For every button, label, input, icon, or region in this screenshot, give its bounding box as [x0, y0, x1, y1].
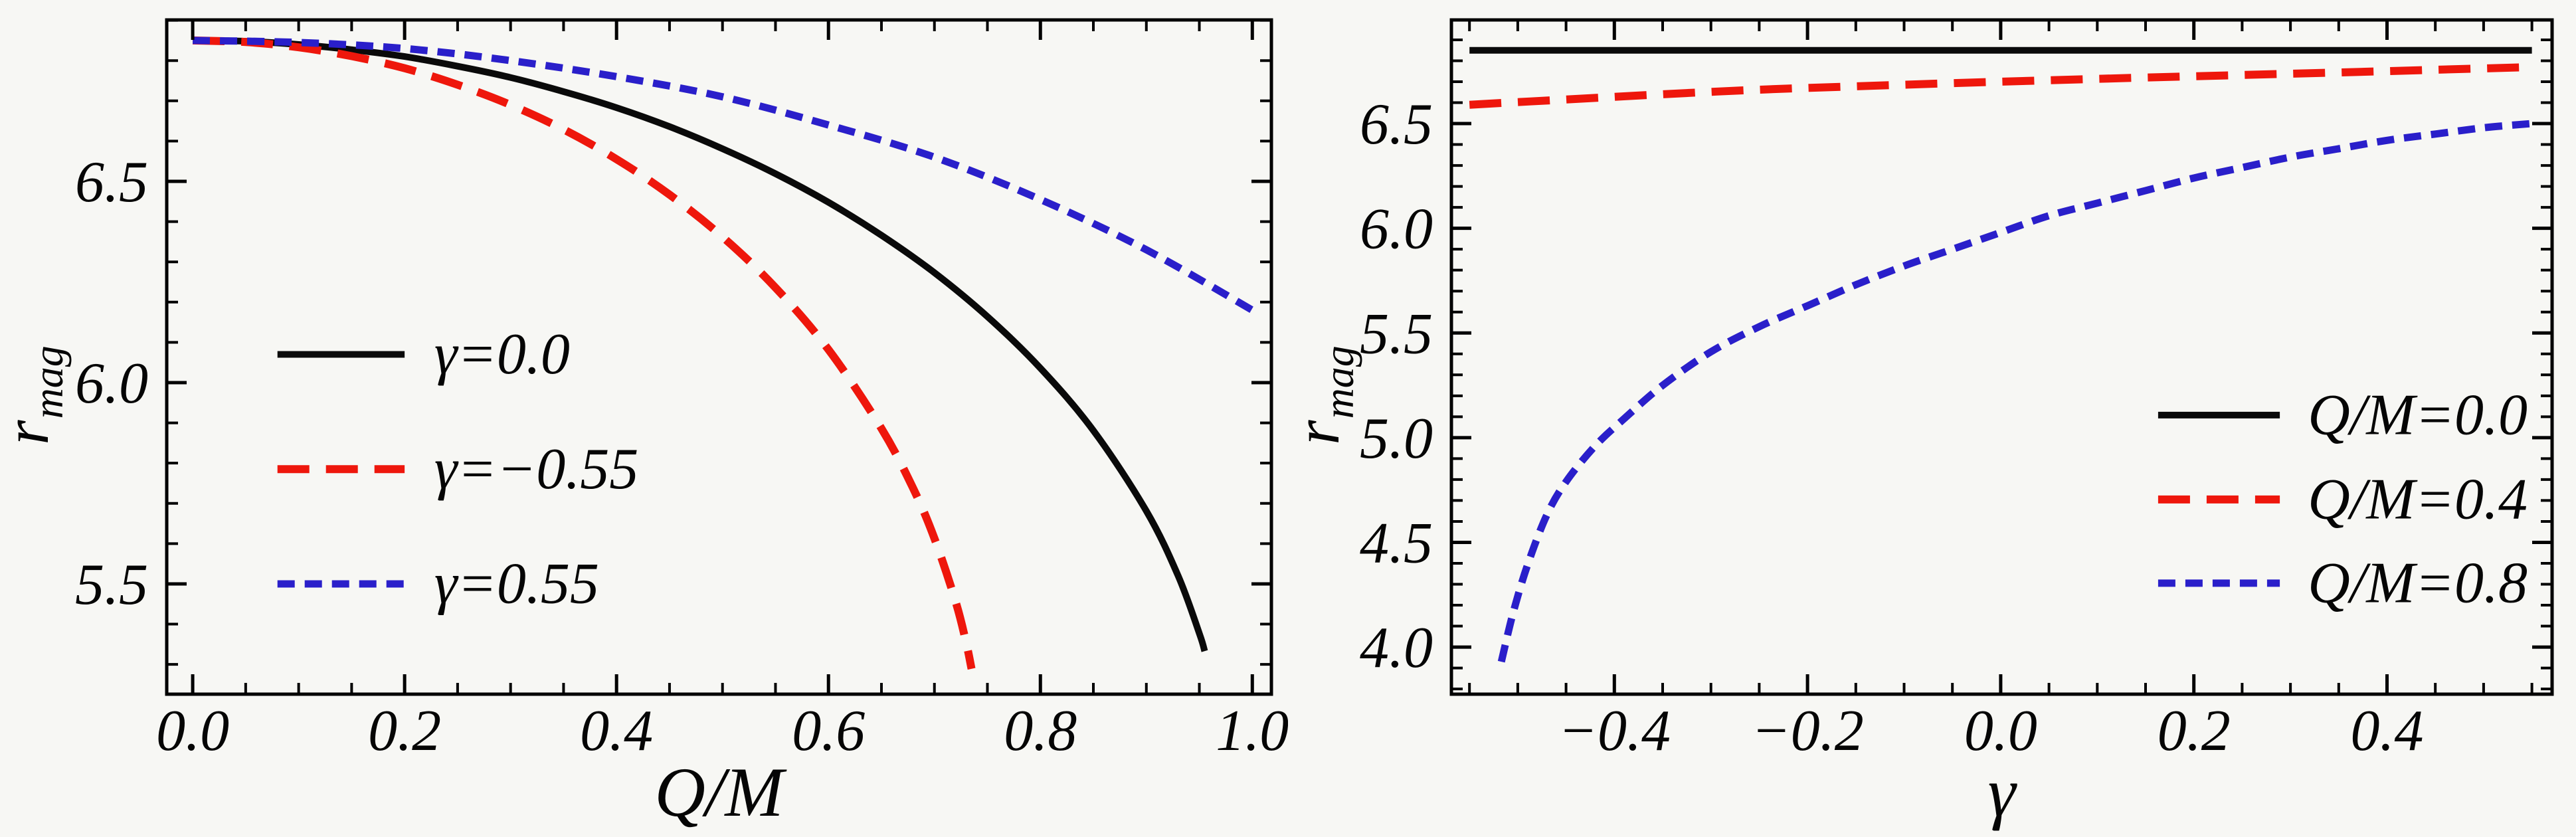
- plot-frame: [165, 18, 1273, 696]
- x-tick-label: 0.4: [580, 699, 653, 763]
- x-tick-label: 0.4: [2351, 699, 2424, 763]
- curves-group: [1469, 46, 2533, 663]
- ticks-group: [1451, 20, 2552, 694]
- x-tick-label: 0.0: [156, 699, 229, 763]
- x-tick-label: 0.0: [1964, 699, 2037, 763]
- curve-gamma-minus-0.55: [192, 36, 976, 670]
- tick-labels-group: −0.4 −0.2 0.0 0.2 0.4 4.0 4.5 5.0 5.5 6.0 6.5: [1360, 92, 2424, 763]
- right-plot: −0.4 −0.2 0.0 0.2 0.4 4.0 4.5 5.0 5.5 6.0 6.5 γ rmag…: [1288, 18, 2554, 831]
- legend-label-q-over-m-0.0: Q/M=0.0: [2308, 383, 2528, 447]
- x-tick-label: 0.8: [1004, 699, 1077, 763]
- x-tick-label: −0.2: [1751, 699, 1863, 763]
- y-axis-label: rmag: [0, 345, 72, 445]
- tick-labels-group: 0.0 0.2 0.4 0.6 0.8 1.0 5.5 6.0 6.5: [75, 150, 1288, 763]
- y-tick-label: 5.5: [75, 553, 148, 617]
- curve-q-over-m-0.4: [1469, 62, 2532, 109]
- legend-label-gamma-0.55: γ=0.55: [434, 551, 599, 616]
- curves-group: [192, 36, 1255, 670]
- x-tick-label: 0.6: [792, 699, 865, 763]
- y-tick-label: 4.0: [1360, 616, 1433, 680]
- x-tick-label: 0.2: [2158, 699, 2231, 763]
- legend-label-gamma-minus-0.55: γ=−0.55: [434, 437, 638, 502]
- curve-q-over-m-0.8: [1497, 120, 2533, 663]
- plot-frame: [1449, 18, 2554, 696]
- y-tick-label: 6.5: [1360, 92, 1433, 157]
- x-tick-label: −0.4: [1558, 699, 1671, 763]
- y-tick-label: 4.5: [1360, 511, 1433, 575]
- legend-label-q-over-m-0.8: Q/M=0.8: [2308, 551, 2528, 615]
- y-tick-label: 5.5: [1360, 302, 1433, 366]
- legend-label-q-over-m-0.4: Q/M=0.4: [2308, 467, 2528, 531]
- x-axis-label: Q/M: [654, 753, 787, 831]
- y-tick-label: 6.5: [75, 150, 148, 215]
- legend: Q/M=0.0 Q/M=0.4 Q/M=0.8: [2158, 383, 2528, 615]
- y-tick-label: 6.0: [75, 351, 148, 416]
- curve-gamma-0.55: [192, 37, 1255, 314]
- x-axis-label: γ: [1988, 753, 2018, 831]
- legend-label-gamma-0.0: γ=0.0: [434, 322, 570, 387]
- x-tick-label: 1.0: [1216, 699, 1288, 763]
- left-plot: 0.00.20.40.60.81.05.56.06.5Q/Mrmagγ=0.0γ…: [0, 18, 1288, 831]
- x-tick-label: 0.2: [368, 699, 441, 763]
- y-tick-label: 6.0: [1360, 197, 1433, 262]
- y-axis-label: rmag: [1288, 345, 1362, 445]
- curve-gamma-0.0: [193, 37, 1208, 652]
- ticks-group: [167, 19, 1271, 694]
- y-tick-label: 5.0: [1360, 407, 1433, 471]
- legend: γ=0.0 γ=−0.55 γ=0.55: [277, 322, 638, 616]
